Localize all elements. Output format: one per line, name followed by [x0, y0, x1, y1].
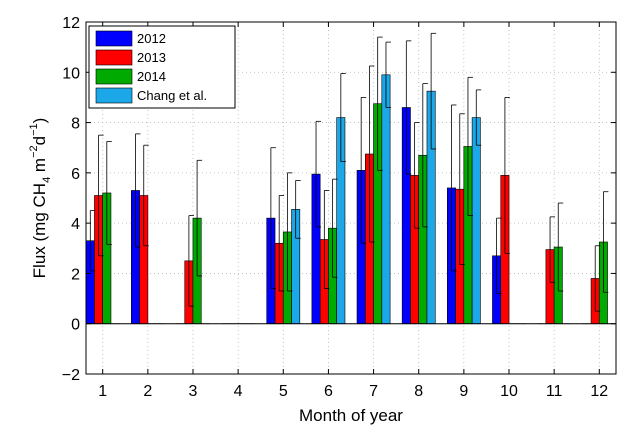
x-tick-label: 3: [189, 383, 198, 400]
x-tick-label: 8: [414, 383, 423, 400]
y-tick-label: 10: [62, 65, 80, 82]
y-axis-title-prefix: Flux (mg CH: [30, 183, 49, 278]
y-axis-title-m: m: [30, 158, 49, 177]
x-tick-label: 9: [459, 383, 468, 400]
legend-swatch-2014: [95, 68, 133, 85]
error-bars: [89, 32, 609, 312]
y-tick-label: 12: [62, 15, 80, 32]
x-tick-label: 5: [279, 383, 288, 400]
y-axis-title-m-superscript: −2: [28, 145, 40, 158]
y-tick-label: 8: [71, 116, 80, 133]
x-axis-title: Month of year: [299, 406, 403, 425]
y-axis-title-d-superscript: −1: [28, 123, 40, 136]
y-tick-label: 4: [71, 216, 80, 233]
bar-3-month-9: [471, 117, 481, 325]
x-tick-label: 4: [234, 383, 243, 400]
legend-label-2012: 2012: [137, 31, 166, 46]
legend-entry-2013: 2013: [95, 49, 166, 66]
legend-label-2014: 2014: [137, 69, 166, 84]
legend-label-chang: Chang et al.: [137, 88, 207, 103]
legend-entry-2012: 2012: [95, 30, 166, 47]
legend-label-2013: 2013: [137, 50, 166, 65]
x-tick-label: 2: [143, 383, 152, 400]
x-tick-label: 12: [590, 383, 608, 400]
bar-3-month-7: [381, 74, 391, 325]
y-axis-title: Flux (mg CH4 m−2d−1): [28, 118, 53, 279]
plot-frame: [85, 21, 617, 375]
y-tick-label: −2: [62, 367, 80, 384]
legend-swatch-2012: [95, 30, 133, 47]
x-tick-label: 6: [324, 383, 333, 400]
y-tick-label: 6: [71, 166, 80, 183]
legend: 2012 2013 2014 Chang et al.: [88, 25, 236, 109]
legend-entry-chang: Chang et al.: [95, 87, 207, 104]
x-tick-label: 11: [546, 383, 563, 400]
y-tick-label: 0: [71, 317, 80, 334]
y-tick-label: 2: [71, 266, 80, 283]
x-tick-label: 1: [98, 383, 107, 400]
y-axis-title-ch4-subscript: 4: [41, 177, 53, 183]
legend-swatch-2013: [95, 49, 133, 66]
y-axis-title-d: d: [30, 136, 49, 145]
x-tick-label: 7: [369, 383, 378, 400]
legend-swatch-chang: [95, 87, 133, 104]
legend-entry-2014: 2014: [95, 68, 166, 85]
x-tick-label: 10: [500, 383, 518, 400]
y-axis-title-suffix: ): [30, 118, 49, 124]
